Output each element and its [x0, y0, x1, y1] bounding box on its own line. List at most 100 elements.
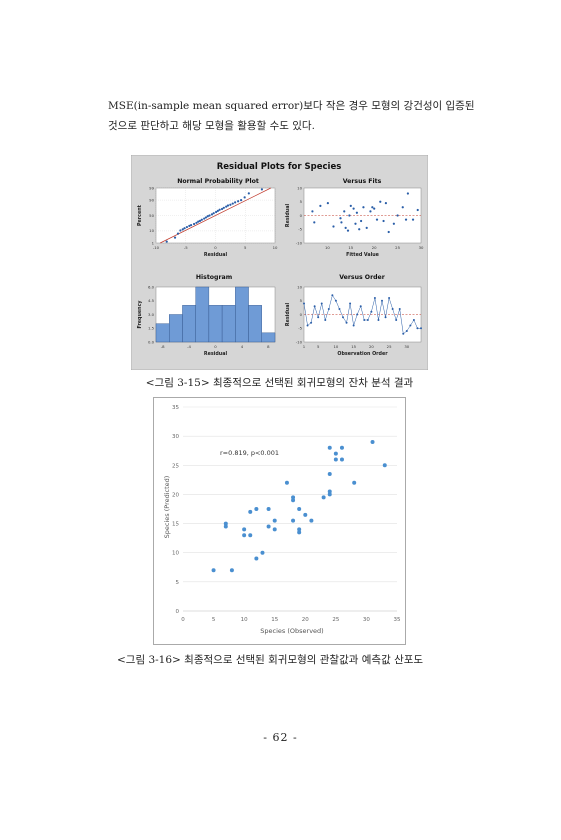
- scatter-ytick-label: 25: [172, 463, 179, 469]
- scatter-ytick-label: 15: [172, 522, 179, 528]
- vorder-point: [345, 321, 348, 324]
- vorder-point: [306, 324, 309, 327]
- vorder-xtick-label: 15: [351, 344, 356, 349]
- scatter-ytick-label: 20: [172, 492, 179, 498]
- vfits-point: [384, 202, 387, 205]
- vorder-point: [327, 308, 330, 310]
- vorder-point: [313, 305, 316, 308]
- figure-3-16-caption: <그림 3-16> 최종적으로 선택된 회귀모형의 관찰값과 예측값 산포도: [117, 654, 424, 666]
- vorder-point: [324, 319, 327, 321]
- scatter-point: [370, 439, 375, 444]
- vorder-ytick-label: 5: [300, 298, 303, 303]
- npp-point: [185, 225, 189, 229]
- vorder-point: [338, 308, 341, 310]
- vorder-point: [405, 330, 408, 332]
- scatter-xtick-label: 0: [181, 617, 185, 623]
- hist-bar: [155, 323, 170, 343]
- vfits-ytick-label: 0: [300, 213, 303, 218]
- vfits-point: [358, 228, 361, 231]
- page-number: - 62 -: [263, 731, 298, 744]
- scatter-point: [223, 524, 228, 529]
- vfits-xtick-label: 30: [419, 245, 424, 250]
- scatter-ytick-label: 0: [176, 609, 180, 615]
- vfits-point: [416, 208, 419, 212]
- hist-xtick-label: 0: [214, 344, 217, 349]
- npp-point: [197, 220, 200, 223]
- npp-point: [192, 222, 196, 226]
- npp-point: [247, 192, 250, 195]
- vorder-point: [310, 321, 313, 324]
- vorder-point: [334, 299, 337, 302]
- npp-point: [179, 229, 182, 232]
- vfits-point: [365, 226, 368, 229]
- vfits-point: [313, 221, 316, 224]
- vorder-ylabel: Residual: [285, 303, 291, 327]
- vorder-xtick-label: 5: [317, 344, 320, 349]
- npp-title: Normal Probability Plot: [177, 178, 259, 185]
- npp-point: [208, 214, 211, 217]
- scatter-point: [382, 463, 387, 468]
- vorder-xtick-label: 20: [369, 344, 374, 349]
- scatter-point: [272, 518, 277, 523]
- npp-point: [226, 204, 230, 207]
- vorder-xlabel: Observation Order: [337, 351, 388, 357]
- hist-ylabel: Frequency: [137, 300, 143, 329]
- vorder-ytick-label: -5: [298, 326, 302, 331]
- npp-point: [181, 228, 184, 231]
- scatter-point: [321, 495, 326, 500]
- hist-bar: [208, 305, 223, 343]
- hist-bar: [235, 286, 249, 343]
- vfits-point: [411, 218, 415, 221]
- npp-xtick-label: -10: [153, 245, 160, 250]
- vfits-point: [371, 206, 374, 209]
- scatter-xtick-label: 10: [241, 617, 248, 623]
- vorder-point: [391, 308, 394, 310]
- vfits-title: Versus Fits: [343, 178, 382, 185]
- vfits-point: [354, 222, 357, 225]
- vfits-ytick-label: -10: [296, 240, 303, 245]
- scatter-point: [303, 512, 308, 517]
- scatter-point: [339, 445, 344, 450]
- npp-point: [173, 236, 177, 239]
- vorder-point: [331, 294, 334, 297]
- vfits-xtick-label: 10: [325, 245, 330, 250]
- vfits-point: [311, 210, 314, 213]
- scatter-xtick-label: 20: [302, 617, 309, 623]
- scatter-point: [266, 524, 271, 529]
- vfits-point: [387, 230, 390, 234]
- scatter-xtick-label: 15: [271, 617, 278, 623]
- vfits-point: [346, 229, 350, 232]
- vorder-point: [420, 327, 422, 330]
- scatter-point: [297, 530, 302, 535]
- scatter-point: [229, 568, 234, 573]
- vorder-ytick-label: 10: [297, 284, 302, 289]
- npp-point: [206, 215, 209, 218]
- vfits-point: [404, 218, 408, 221]
- scatter-point: [327, 489, 332, 494]
- npp-xtick-label: 5: [244, 245, 247, 250]
- vfits-point: [406, 192, 409, 195]
- scatter-point: [333, 451, 338, 456]
- vorder-series-line: [303, 294, 421, 335]
- scatter-point: [248, 509, 253, 514]
- npp-ytick-label: 90: [149, 197, 154, 202]
- scatter-point: [260, 550, 265, 555]
- hist-ytick-label: 6.0: [148, 284, 155, 289]
- body-line-1: MSE(in-sample mean squared error)보다 작은 경…: [108, 100, 475, 112]
- scatter-point: [291, 495, 296, 500]
- npp-ytick-label: 10: [149, 228, 154, 233]
- figure-3-15-caption: <그림 3-15> 최종적으로 선택된 회귀모형의 잔차 분석 결과: [145, 377, 414, 389]
- vorder-point: [303, 302, 305, 305]
- scatter-point: [297, 507, 302, 511]
- vorder-point: [342, 316, 344, 319]
- hist-bar: [169, 314, 183, 343]
- scatter-point: [352, 480, 357, 485]
- npp-ylabel: Percent: [137, 204, 143, 226]
- vorder-point: [366, 319, 369, 321]
- observed-predicted-scatter: r=0.819, p<0.001 Species (Observed) Spec…: [153, 397, 406, 645]
- vfits-point: [332, 225, 335, 228]
- npp-point: [212, 212, 215, 215]
- vorder-point: [356, 313, 359, 316]
- npp-point: [216, 209, 219, 212]
- hist-bar: [221, 305, 236, 343]
